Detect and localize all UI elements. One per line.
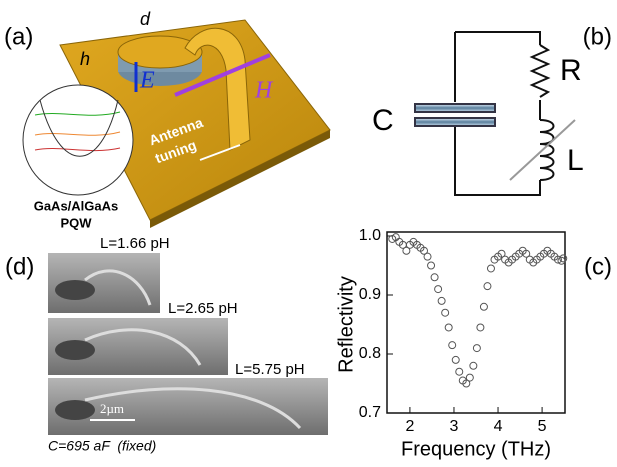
y-axis-title: Reflectivity xyxy=(335,276,357,373)
data-point xyxy=(473,345,480,352)
data-point xyxy=(487,265,494,272)
inset xyxy=(23,85,133,195)
panel-label: (b) xyxy=(583,23,612,50)
label-r: R xyxy=(560,54,582,87)
label-c: C xyxy=(372,104,394,137)
y-tick-label: 0.8 xyxy=(359,345,381,362)
inductance-label: L=1.66 pH xyxy=(100,235,170,252)
data-point xyxy=(456,368,463,375)
data-point xyxy=(477,324,484,331)
data-point xyxy=(449,342,456,349)
label-d: d xyxy=(140,9,151,29)
label-e: E xyxy=(139,68,155,94)
data-point xyxy=(452,356,459,363)
caption: C=695 aF (fixed) xyxy=(48,438,156,454)
capacitor-plate xyxy=(415,118,495,126)
capacitor-plate xyxy=(415,104,495,112)
label-l: L xyxy=(567,144,584,177)
tuning-arrow xyxy=(510,120,575,180)
circuit-wire xyxy=(455,32,540,195)
x-tick-label: 2 xyxy=(405,418,414,435)
panel-b xyxy=(415,32,575,195)
data-point xyxy=(480,303,487,310)
figure: (a) d h E H Antenna tuning GaAs/AlGaAs P… xyxy=(0,0,617,467)
data-point xyxy=(466,374,473,381)
data-point xyxy=(438,297,445,304)
label-h: h xyxy=(80,49,90,69)
sem-disk xyxy=(55,400,95,420)
panel-d: (d) L=1.66 pH L=2.65 pH L=5.75 pH 2µm C=… xyxy=(5,235,328,454)
panel-c: 2 3 4 5 0.7 0.8 0.9 1.0 Frequency (THz) Reflectiv… xyxy=(335,227,612,460)
data-point xyxy=(435,286,442,293)
x-axis-title: Frequency (THz) xyxy=(401,438,551,460)
data-point xyxy=(470,362,477,369)
y-tick-label: 1.0 xyxy=(359,227,381,244)
scale-label: 2µm xyxy=(100,401,124,416)
panel-label: (a) xyxy=(4,23,33,50)
data-point xyxy=(445,324,452,331)
data-point xyxy=(484,283,491,290)
label-h-field: H xyxy=(254,78,274,104)
x-tick-label: 4 xyxy=(494,418,503,435)
panel-label: (c) xyxy=(584,253,612,280)
material-label: PQW xyxy=(60,215,92,230)
inductance-label: L=2.65 pH xyxy=(168,300,238,317)
resistor xyxy=(532,45,548,97)
panel-a: (a) d h E H Antenna tuning GaAs/AlGaAs P… xyxy=(4,9,330,231)
data-point xyxy=(431,274,438,281)
data-point xyxy=(428,262,435,269)
panel-label: (d) xyxy=(5,253,34,280)
y-tick-label: 0.9 xyxy=(359,286,381,303)
data-point xyxy=(442,309,449,316)
data-point xyxy=(424,253,431,260)
x-tick-label: 5 xyxy=(538,418,547,435)
sem-disk xyxy=(55,280,95,300)
x-tick-label: 3 xyxy=(450,418,459,435)
material-label: GaAs/AlGaAs xyxy=(34,198,119,213)
y-tick-label: 0.7 xyxy=(359,404,381,421)
inductance-label: L=5.75 pH xyxy=(235,361,305,378)
sem-disk xyxy=(55,340,95,360)
